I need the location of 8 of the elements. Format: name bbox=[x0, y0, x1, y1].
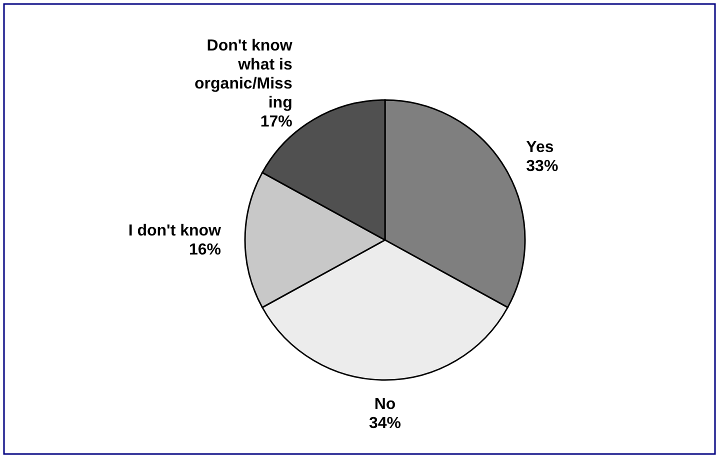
data-label: 33% bbox=[526, 158, 558, 176]
data-label: 17% bbox=[260, 113, 292, 130]
slice-label: Yes bbox=[526, 139, 554, 156]
slice-label: I don't know bbox=[128, 222, 222, 240]
data-label: 34% bbox=[368, 415, 402, 432]
data-label: 16% bbox=[188, 242, 221, 258]
slice-label: Don't know what is organic/Missing bbox=[194, 37, 293, 112]
slice-label: No bbox=[374, 396, 396, 413]
